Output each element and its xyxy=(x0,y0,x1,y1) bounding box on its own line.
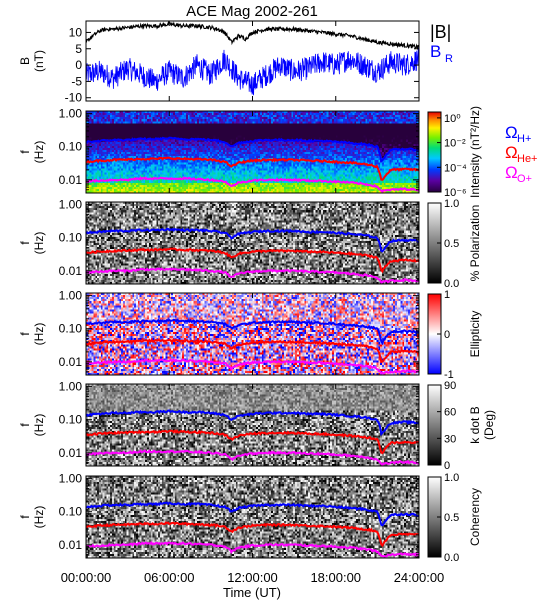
chart-title: ACE Mag 2002-261 xyxy=(186,3,318,20)
legend-b-r-subscript: R xyxy=(445,53,453,65)
b-ylabel-line1: B xyxy=(18,57,32,65)
b-y-tick-label: 0 xyxy=(75,58,82,72)
b-y-tick-label: -5 xyxy=(71,74,82,88)
b-y-tick-label: 5 xyxy=(75,42,82,56)
b-ylabel-line2: (nT) xyxy=(32,50,46,72)
b-y-tick-label: 10 xyxy=(69,25,83,39)
legend-b-r: B xyxy=(430,42,441,61)
legend-b-total: |B| xyxy=(430,22,451,42)
b-y-tick-label: -10 xyxy=(65,91,83,105)
